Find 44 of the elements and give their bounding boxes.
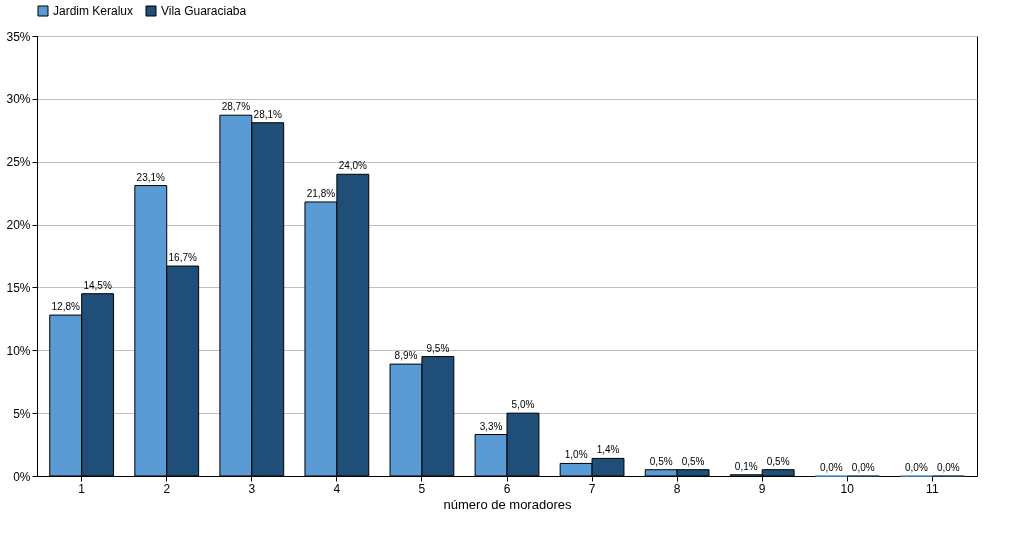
x-tick-label: 4 xyxy=(333,481,341,496)
x-tick-label: 1 xyxy=(78,481,86,496)
y-tick-label: 25% xyxy=(6,155,31,170)
x-tick-label: 3 xyxy=(248,481,256,496)
data-label: 1,0% xyxy=(564,449,588,461)
y-tick-label: 20% xyxy=(6,218,31,233)
y-tick-label: 15% xyxy=(6,280,31,295)
data-label: 28,7% xyxy=(221,101,251,113)
data-label: 9,5% xyxy=(426,342,450,354)
data-label: 8,9% xyxy=(394,350,418,362)
x-tick-label: 6 xyxy=(503,481,511,496)
data-label: 16,7% xyxy=(168,252,197,264)
data-label: 0,5% xyxy=(681,455,705,467)
data-label: 0,0% xyxy=(936,462,960,473)
data-label: 28,1% xyxy=(253,108,283,120)
data-label: 23,1% xyxy=(136,171,166,183)
data-label: 0,0% xyxy=(904,462,928,473)
data-label: 0,5% xyxy=(766,455,790,467)
data-label: 14,5% xyxy=(83,279,112,291)
data-label: 12,8% xyxy=(51,301,80,313)
x-tick-label: 10 xyxy=(840,481,855,496)
data-label: 1,4% xyxy=(596,444,620,456)
data-label: 0,0% xyxy=(851,462,875,473)
y-tick-label: 30% xyxy=(6,92,31,107)
data-label: 0,0% xyxy=(819,462,843,473)
data-label: 21,8% xyxy=(306,187,336,199)
x-tick-label: 5 xyxy=(418,481,426,496)
y-tick-label: 10% xyxy=(6,343,31,358)
y-tick-label: 0% xyxy=(13,469,31,484)
legend-label: Vila Guaraciaba xyxy=(161,4,247,18)
x-axis-title: número de moradores xyxy=(443,496,572,512)
y-tick-label: 35% xyxy=(6,29,31,44)
data-label: 3,3% xyxy=(479,420,503,432)
data-label: 0,5% xyxy=(649,455,673,467)
x-tick-label: 7 xyxy=(588,481,596,496)
x-tick-label: 2 xyxy=(163,481,171,496)
x-tick-label: 11 xyxy=(926,481,939,496)
data-label: 0,1% xyxy=(734,460,758,472)
x-tick-label: 9 xyxy=(758,481,766,496)
y-tick-label: 5% xyxy=(13,406,31,421)
legend-label: Jardim Keralux xyxy=(53,4,134,18)
data-label: 24,0% xyxy=(338,160,368,172)
x-tick-label: 8 xyxy=(673,481,681,496)
data-label: 5,0% xyxy=(511,399,535,411)
